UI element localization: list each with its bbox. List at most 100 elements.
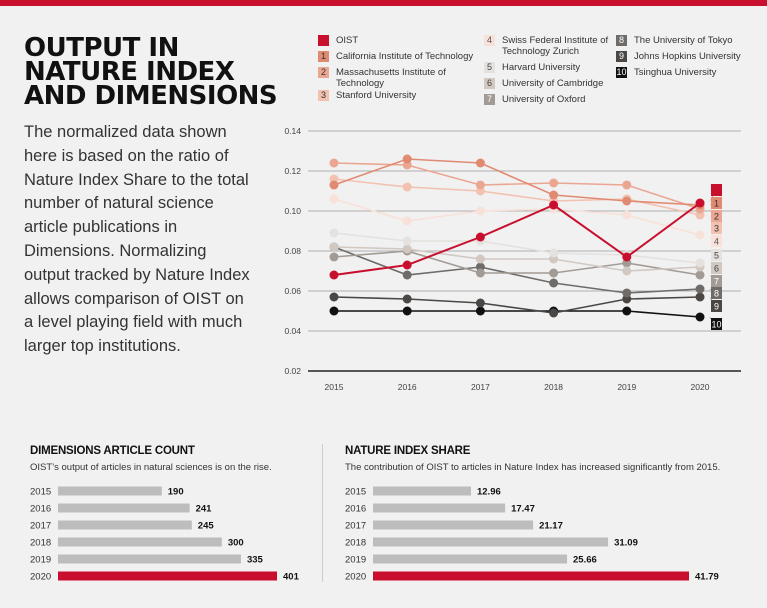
- x-tick-label: 2020: [691, 382, 710, 392]
- legend-item: 4 Swiss Federal Institute of Technology Z…: [484, 35, 617, 57]
- bar: [373, 554, 568, 564]
- bar-value-label: 12.96: [477, 487, 501, 498]
- data-point: [549, 268, 559, 278]
- line-chart-legend: OIST 1 California Institute of Technology 2…: [318, 35, 758, 115]
- data-point: [622, 306, 632, 316]
- bar-value-label: 300: [228, 538, 244, 549]
- y-tick-label: 0.10: [284, 206, 301, 216]
- data-point: [402, 270, 412, 280]
- end-label-2: 2: [709, 209, 722, 222]
- legend-swatch: 8: [616, 35, 627, 46]
- legend-item: 3 Stanford University: [318, 90, 476, 101]
- label-box: [711, 222, 722, 234]
- bar-year-label: 2017: [30, 521, 51, 532]
- label-number: 6: [714, 264, 719, 274]
- legend-swatch: 10: [616, 67, 627, 78]
- label-number: 10: [711, 320, 721, 330]
- line-chart: 0.14 0.12 0.10 0.08 0.06 0.04 0.02 2015 2016 2017…: [284, 126, 741, 392]
- data-point: [622, 180, 632, 190]
- label-box: [711, 197, 722, 209]
- bar: [58, 537, 222, 547]
- y-tick-label: 0.08: [284, 246, 301, 256]
- legend-item: 6 University of Cambridge: [484, 78, 622, 89]
- bar-value-label: 190: [168, 487, 184, 498]
- data-point: [329, 158, 339, 168]
- legend-swatch: [318, 35, 329, 46]
- x-tick-label: 2015: [325, 382, 344, 392]
- data-point: [695, 198, 705, 208]
- data-point: [402, 216, 412, 226]
- data-point: [402, 182, 412, 192]
- data-point: [402, 306, 412, 316]
- legend-swatch: 2: [318, 67, 329, 78]
- y-tick-label: 0.12: [284, 166, 301, 176]
- nature-index-subtitle: The contribution of OIST to articles in …: [345, 462, 721, 473]
- data-point: [549, 200, 559, 210]
- bar-value-label: 21.17: [539, 521, 563, 532]
- data-point: [695, 258, 705, 268]
- legend-item: 2 Massachusetts Institute of Technology: [318, 67, 451, 89]
- bar-value-label: 31.09: [614, 538, 638, 549]
- label-box: [711, 275, 722, 287]
- legend-label: Johns Hopkins University: [634, 51, 741, 62]
- bar-year-label: 2018: [345, 538, 366, 549]
- bar-year-label: 2019: [345, 555, 366, 566]
- bar-year-label: 2015: [30, 487, 51, 498]
- end-label-7: 7: [709, 275, 722, 287]
- dimensions-subtitle: OIST’s output of articles in natural sci…: [30, 462, 272, 473]
- legend-label: Swiss Federal Institute of Technology Zu…: [502, 35, 609, 57]
- bar-value-label: 335: [247, 555, 264, 566]
- label-box: [711, 262, 722, 274]
- legend-item: OIST: [318, 35, 486, 46]
- y-tick-label: 0.02: [284, 366, 301, 376]
- bar-value-label: 41.79: [695, 572, 719, 583]
- data-point: [402, 154, 412, 164]
- bar-value-label: 17.47: [511, 504, 535, 515]
- bar-year-label: 2020: [30, 572, 51, 583]
- legend-swatch: 1: [318, 51, 329, 62]
- data-point: [622, 288, 632, 298]
- data-point: [329, 194, 339, 204]
- legend-label: University of Cambridge: [502, 78, 604, 89]
- bar-year-label: 2019: [30, 555, 51, 566]
- end-label-oist: [709, 184, 722, 203]
- legend-label: Tsinghua University: [634, 67, 717, 78]
- legend-swatch: 4: [484, 35, 495, 46]
- data-point: [622, 252, 632, 262]
- legend-label: California Institute of Technology: [336, 51, 474, 62]
- label-box: [711, 287, 722, 299]
- bar: [373, 486, 471, 496]
- data-point: [329, 252, 339, 262]
- data-point: [549, 190, 559, 200]
- nature-index-title: NATURE INDEX SHARE: [345, 445, 471, 457]
- bar: [373, 537, 609, 547]
- legend-label: University of Oxford: [502, 94, 586, 105]
- data-point: [475, 306, 485, 316]
- data-point: [695, 284, 705, 294]
- bar-value-label: 401: [283, 572, 300, 583]
- label-number: 7: [714, 277, 719, 287]
- label-number: 5: [714, 251, 719, 261]
- bar-year-label: 2020: [345, 572, 366, 583]
- bar-year-label: 2016: [30, 504, 51, 515]
- legend-swatch: 9: [616, 51, 627, 62]
- bar: [58, 503, 190, 513]
- label-box: [711, 300, 722, 312]
- bar-year-label: 2016: [345, 504, 366, 515]
- data-point: [549, 308, 559, 318]
- data-point: [329, 180, 339, 190]
- bar: [373, 520, 534, 530]
- top-accent-bar: [0, 0, 767, 6]
- bar-value-label: 241: [196, 504, 213, 515]
- end-label-9: 9: [709, 297, 722, 312]
- data-point: [475, 158, 485, 168]
- legend-item: 10 Tsinghua University: [616, 67, 754, 78]
- label-number: 2: [714, 212, 719, 222]
- label-number: 4: [714, 237, 719, 247]
- legend-swatch: 7: [484, 94, 495, 105]
- data-point: [329, 270, 339, 280]
- label-box: [711, 318, 722, 330]
- bar-year-label: 2017: [345, 521, 366, 532]
- data-point: [695, 270, 705, 280]
- bar: [58, 571, 277, 581]
